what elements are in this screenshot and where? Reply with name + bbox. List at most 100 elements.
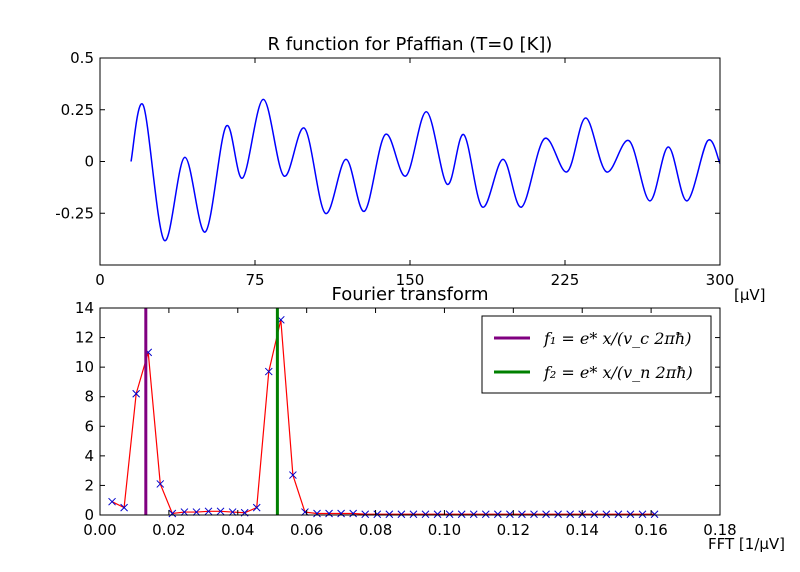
fft-marker-stroke	[252, 503, 261, 512]
fft-point-marker	[554, 510, 562, 519]
bottom-y-tick-label: 8	[84, 388, 94, 406]
fft-marker-stroke	[108, 497, 116, 506]
legend: f₁ = e* x/(v_c 2πħ) f₂ = e* x/(v_n 2πħ)	[481, 315, 712, 394]
fft-point-marker	[168, 509, 177, 518]
fft-marker-stroke	[493, 510, 502, 519]
bottom-y-tick-label: 0	[84, 506, 94, 524]
top-chart-x-label: [μV]	[734, 286, 766, 304]
bottom-chart: Fourier transform 0.00 0.02 0.04 0.06 0.08 0.…	[75, 284, 785, 553]
fft-point-marker	[204, 507, 213, 516]
top-y-tick-label: 0	[84, 153, 94, 171]
fft-marker-stroke	[457, 510, 466, 519]
fft-point-marker	[385, 510, 394, 519]
fft-point-marker	[650, 510, 659, 519]
bottom-x-tick-label: 0.16	[634, 521, 667, 539]
fft-point-marker	[120, 503, 128, 512]
fft-marker-stroke	[216, 507, 225, 516]
top-y-tick-label: 0.5	[70, 49, 94, 67]
bottom-x-tick-label: 0.04	[221, 521, 254, 539]
bottom-y-tick-label: 14	[75, 299, 94, 317]
fft-point-marker	[325, 509, 333, 518]
fft-point-marker	[373, 510, 382, 519]
fft-point-marker	[614, 510, 623, 519]
bottom-x-tick-label: 0.02	[152, 521, 185, 539]
fft-point-marker	[493, 510, 502, 519]
top-chart-title: R function for Pfaffian (T=0 [K])	[268, 34, 553, 55]
legend-box	[481, 315, 712, 394]
fft-marker-stroke	[325, 509, 333, 518]
fft-point-marker	[469, 510, 478, 519]
fft-marker-stroke	[445, 510, 454, 519]
fft-marker-stroke	[168, 509, 177, 518]
fft-marker-stroke	[614, 510, 623, 519]
fft-marker-stroke	[289, 471, 297, 479]
fft-point-marker	[156, 480, 165, 488]
fft-point-marker	[264, 367, 273, 376]
fft-point-marker	[542, 510, 550, 519]
fft-point-marker	[108, 497, 116, 506]
bottom-y-tick-label: 2	[84, 476, 94, 494]
fft-marker-stroke	[421, 510, 430, 519]
fft-point-marker	[228, 508, 237, 516]
top-chart-x-ticks: 0 75 150 225 300	[95, 58, 734, 289]
fft-marker-stroke	[313, 509, 321, 518]
fft-marker-stroke	[373, 510, 382, 519]
fft-marker-stroke	[554, 510, 562, 519]
fft-marker-stroke	[409, 510, 418, 519]
fft-marker-stroke	[542, 510, 550, 519]
fft-marker-stroke	[530, 510, 538, 519]
fft-marker-stroke	[156, 480, 165, 488]
fft-marker-stroke	[602, 510, 611, 519]
fft-marker-stroke	[397, 510, 406, 519]
fft-point-marker	[506, 510, 514, 519]
bottom-chart-title: Fourier transform	[332, 284, 489, 305]
fft-point-marker	[132, 389, 141, 398]
fft-marker-stroke	[361, 510, 370, 519]
fft-point-marker	[433, 510, 442, 519]
fft-point-marker	[602, 510, 611, 519]
bottom-y-tick-label: 10	[75, 358, 94, 376]
fft-line	[111, 319, 655, 515]
bottom-chart-x-label: FFT [1/μV]	[708, 535, 785, 553]
fft-marker-stroke	[650, 510, 659, 519]
bottom-y-tick-label: 6	[84, 417, 94, 435]
fft-marker-stroke	[120, 503, 128, 512]
fft-marker-stroke	[337, 509, 345, 518]
bottom-x-tick-label: 0.18	[703, 521, 736, 539]
fft-marker-stroke	[264, 367, 273, 376]
fft-point-marker	[481, 510, 490, 519]
fft-marker-stroke	[204, 507, 213, 516]
fft-point-marker	[349, 509, 358, 518]
fft-marker-stroke	[301, 508, 309, 516]
fft-marker-stroke	[349, 509, 358, 518]
bottom-chart-x-ticks: 0.00 0.02 0.04 0.06 0.08 0.10 0.12 0.14 0.16 0.18	[83, 308, 737, 539]
top-x-tick-label: 225	[551, 271, 580, 289]
top-y-tick-label: 0.25	[61, 101, 94, 119]
fft-marker-stroke	[481, 510, 490, 519]
fft-marker-stroke	[192, 508, 201, 516]
top-x-tick-label: 300	[706, 271, 735, 289]
fft-point-marker	[566, 510, 575, 519]
bottom-y-tick-label: 4	[84, 447, 94, 465]
fft-marker-stroke	[506, 510, 514, 519]
top-x-tick-label: 150	[396, 271, 425, 289]
bottom-chart-y-ticks: 14 12 10 8 6 4 2 0	[75, 299, 720, 524]
top-chart-frame	[99, 57, 721, 266]
fft-marker-stroke	[228, 508, 237, 516]
legend-label-f2: f₂ = e* x/(v_n 2πħ)	[543, 363, 693, 382]
fft-point-marker	[252, 503, 261, 512]
top-y-tick-label: -0.25	[55, 204, 94, 222]
fft-marker-stroke	[433, 510, 442, 519]
top-chart: R function for Pfaffian (T=0 [K]) 0 75 150…	[55, 34, 765, 304]
r-function-line	[130, 98, 721, 241]
fft-point-marker	[445, 510, 454, 519]
fft-point-marker	[518, 510, 526, 519]
fft-point-marker	[313, 509, 321, 518]
top-chart-plot-area	[130, 98, 721, 241]
legend-label-f1: f₁ = e* x/(v_c 2πħ)	[543, 329, 691, 348]
fft-point-marker	[180, 508, 189, 516]
fft-marker-stroke	[385, 510, 394, 519]
fft-point-marker	[192, 508, 201, 516]
bottom-x-tick-label: 0.10	[428, 521, 461, 539]
